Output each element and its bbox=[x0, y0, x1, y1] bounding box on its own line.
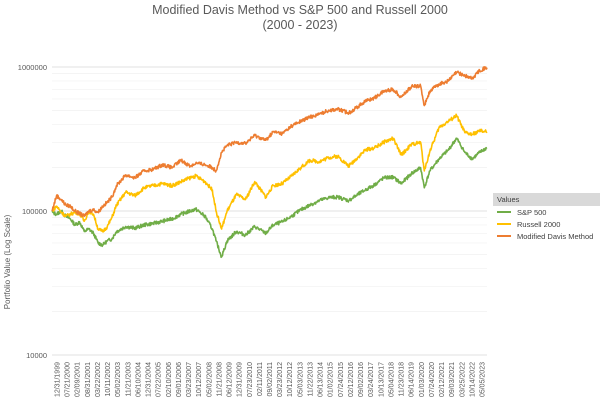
x-tick-label: 06/12/2009 bbox=[227, 362, 234, 397]
x-tick-label: 09/02/2011 bbox=[267, 362, 274, 397]
x-tick-label: 05/04/2018 bbox=[388, 362, 395, 397]
x-tick-label: 05/05/2023 bbox=[480, 362, 487, 397]
x-tick-label: 01/02/2015 bbox=[328, 362, 335, 397]
legend-swatch bbox=[497, 211, 511, 213]
x-tick-label: 10/11/2002 bbox=[105, 362, 112, 397]
legend: Values S&P 500 Russell 2000 Modified Davis… bbox=[493, 193, 600, 242]
x-tick-label: 11/21/2003 bbox=[125, 362, 132, 397]
legend-item: Russell 2000 bbox=[493, 218, 600, 230]
chart-subtitle: (2000 - 2023) bbox=[262, 18, 338, 32]
x-tick-label: 08/31/2001 bbox=[85, 362, 92, 397]
x-tick-label: 10/12/2007 bbox=[196, 362, 203, 397]
y-tick-label: 10000 bbox=[26, 351, 47, 360]
x-tick-label: 12/31/2004 bbox=[146, 362, 153, 397]
x-tick-label: 09/01/2006 bbox=[176, 362, 183, 397]
x-tick-label: 05/03/2013 bbox=[297, 362, 304, 397]
x-tick-label: 11/21/2008 bbox=[216, 362, 223, 397]
x-tick-label: 12/31/1999 bbox=[55, 362, 62, 397]
series-line-russell-2000 bbox=[51, 113, 488, 233]
x-tick-label: 03/24/2017 bbox=[368, 362, 375, 397]
x-tick-label: 06/10/2004 bbox=[135, 362, 142, 397]
legend-item: S&P 500 bbox=[493, 206, 600, 218]
legend-item: Modified Davis Method bbox=[493, 230, 600, 242]
series-line-s-p-500 bbox=[51, 137, 488, 259]
x-tick-label: 09/03/2021 bbox=[449, 362, 456, 397]
y-tick-labels: 10000 100000 1000000 bbox=[18, 63, 47, 360]
legend-swatch bbox=[497, 223, 511, 225]
x-tick-labels: 12/31/1999 07/21/2000 02/09/2001 08/31/2001… bbox=[55, 362, 487, 397]
x-tick-label: 10/13/2017 bbox=[378, 362, 385, 397]
y-axis-label: Portfolio Value (Log Scale) bbox=[3, 214, 12, 309]
x-tick-label: 02/11/2011 bbox=[257, 362, 264, 396]
legend-label: S&P 500 bbox=[517, 207, 547, 217]
series-lines bbox=[51, 66, 488, 259]
x-tick-label: 09/02/2016 bbox=[358, 362, 365, 397]
chart-title-main: Modified Davis Method vs S&P 500 and Rus… bbox=[152, 3, 448, 17]
x-tick-label: 02/12/2016 bbox=[348, 362, 355, 397]
x-tick-label: 07/21/2000 bbox=[65, 362, 72, 397]
x-tick-label: 07/24/2015 bbox=[338, 362, 345, 397]
x-tick-label: 12/31/2009 bbox=[237, 362, 244, 397]
x-tick-label: 06/13/2014 bbox=[318, 362, 325, 397]
x-tick-label: 07/24/2020 bbox=[429, 362, 436, 397]
x-tick-label: 02/10/2006 bbox=[166, 362, 173, 397]
x-tick-label: 03/23/2012 bbox=[277, 362, 284, 397]
x-tick-label: 01/03/2020 bbox=[419, 362, 426, 397]
x-tick-label: 10/12/2012 bbox=[287, 362, 294, 397]
x-tick-label: 06/14/2019 bbox=[409, 362, 416, 397]
gridlines bbox=[52, 66, 487, 356]
y-tick-label: 1000000 bbox=[18, 63, 47, 72]
x-tick-label: 03/23/2007 bbox=[186, 362, 193, 397]
legend-swatch bbox=[497, 235, 511, 237]
x-tick-label: 02/09/2001 bbox=[75, 362, 82, 397]
x-tick-label: 05/02/2003 bbox=[115, 362, 122, 397]
x-tick-label: 11/22/2013 bbox=[307, 362, 314, 397]
x-tick-label: 03/25/2022 bbox=[459, 362, 466, 397]
chart-title: Modified Davis Method vs S&P 500 and Rus… bbox=[0, 3, 600, 33]
x-tick-label: 10/14/2022 bbox=[469, 362, 476, 397]
series-line-modified-davis-method bbox=[51, 66, 488, 218]
legend-title: Values bbox=[493, 193, 600, 206]
x-tick-label: 03/22/2002 bbox=[95, 362, 102, 397]
x-tick-label: 07/23/2010 bbox=[247, 362, 254, 397]
legend-label: Russell 2000 bbox=[517, 219, 561, 229]
x-tick-label: 05/02/2008 bbox=[206, 362, 213, 397]
x-tick-label: 11/23/2018 bbox=[399, 362, 406, 397]
x-tick-label: 07/22/2005 bbox=[156, 362, 163, 397]
legend-label: Modified Davis Method bbox=[517, 231, 594, 241]
x-tick-label: 02/12/2021 bbox=[439, 362, 446, 397]
y-tick-label: 100000 bbox=[22, 207, 47, 216]
